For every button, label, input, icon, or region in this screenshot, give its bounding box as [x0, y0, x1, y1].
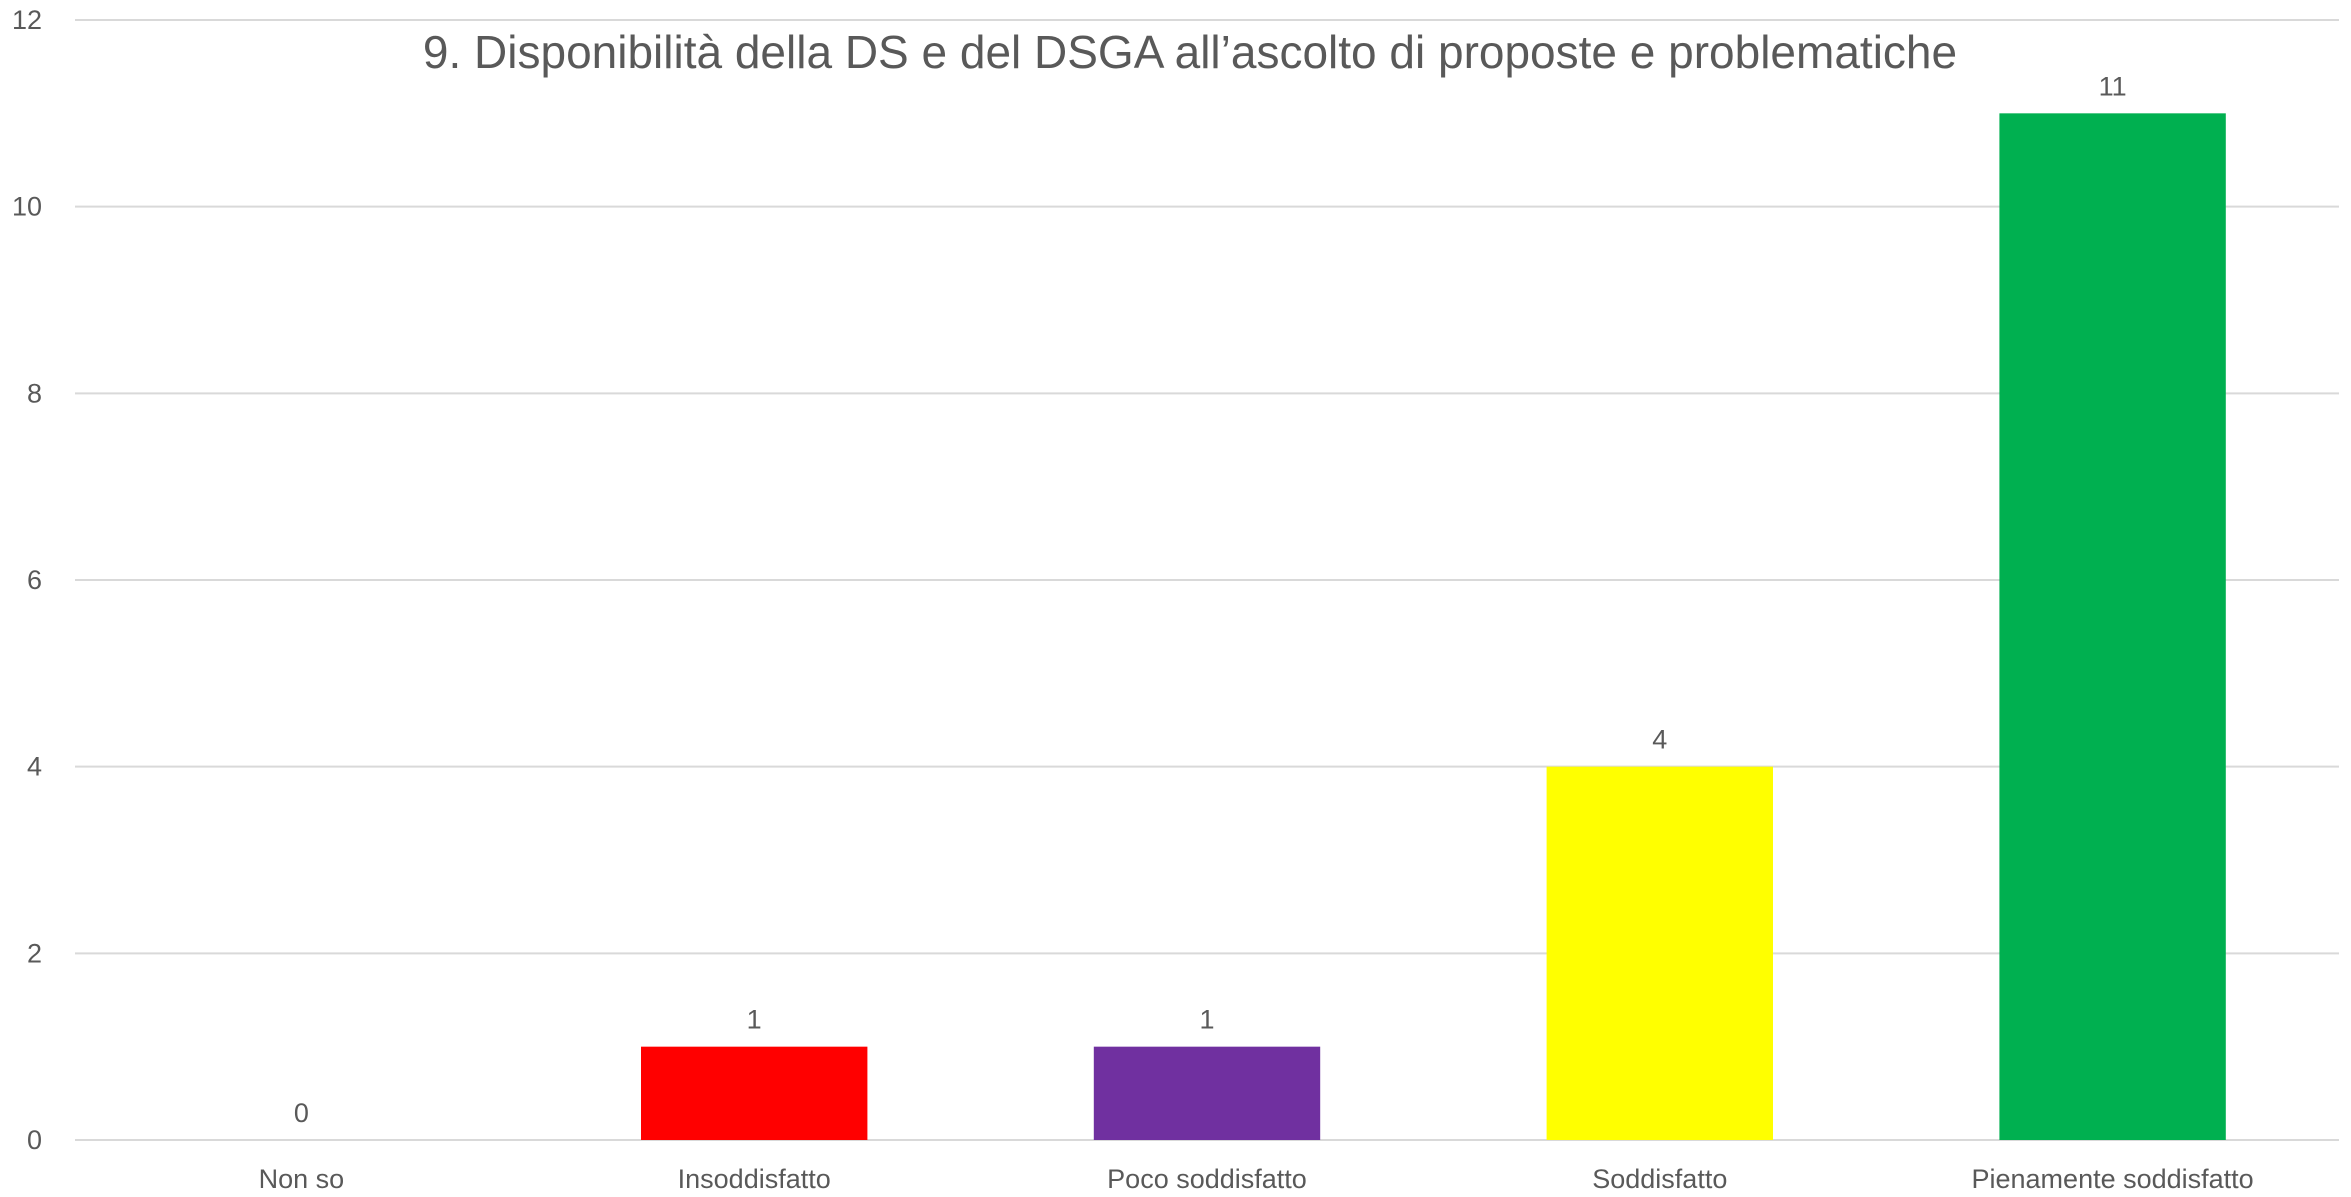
data-label-soddisfatto: 4 — [1652, 725, 1667, 755]
data-label-insoddisfatto: 1 — [747, 1005, 762, 1035]
x-tick-label-insoddisfatto: Insoddisfatto — [678, 1164, 831, 1194]
bar-insoddisfatto — [641, 1046, 868, 1140]
y-tick-label-8: 8 — [27, 378, 42, 408]
y-tick-label-12: 12 — [12, 5, 42, 35]
chart-title: 9. Disponibilità della DS e del DSGA all… — [423, 26, 1957, 78]
bar-pienamente-soddisfatto — [1999, 113, 2226, 1140]
x-tick-label-non-so: Non so — [259, 1164, 345, 1194]
grid-lines — [75, 19, 2339, 1141]
data-label-pienamente-soddisfatto: 11 — [2099, 71, 2127, 101]
y-tick-label-4: 4 — [27, 752, 42, 782]
x-tick-label-poco-soddisfatto: Poco soddisfatto — [1107, 1164, 1307, 1194]
data-label-poco-soddisfatto: 1 — [1199, 1005, 1214, 1035]
data-label-non-so: 0 — [294, 1098, 309, 1128]
y-tick-label-2: 2 — [27, 938, 42, 968]
bar-series — [641, 113, 2226, 1140]
bar-poco-soddisfatto — [1093, 1046, 1321, 1140]
y-tick-label-10: 10 — [12, 192, 42, 222]
bar-soddisfatto — [1546, 766, 1773, 1140]
x-tick-label-soddisfatto: Soddisfatto — [1592, 1164, 1727, 1194]
chart-labels: 0 2 4 6 8 10 12 0 Non so 1 Insoddisfatto 1 Poco sodd… — [12, 5, 2254, 1194]
y-tick-label-0: 0 — [27, 1125, 42, 1155]
y-tick-label-6: 6 — [27, 565, 42, 595]
x-tick-label-pienamente-soddisfatto: Pienamente soddisfatto — [1972, 1164, 2254, 1194]
